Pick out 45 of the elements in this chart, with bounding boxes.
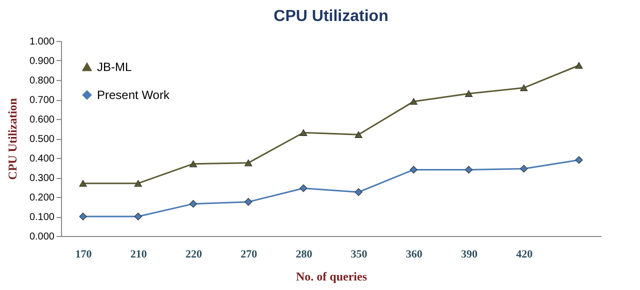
y-tick-label: 0.600 [29,114,55,126]
x-tick-label: 280 [296,248,313,260]
point [79,212,87,220]
y-tick-label: 0.200 [29,192,55,204]
x-tick-label: 390 [461,248,478,260]
y-tick-label: 0.100 [29,212,55,223]
point [464,166,473,174]
y-tick-label: 0.300 [29,173,55,184]
x-tick-label: 210 [130,248,148,260]
point [134,180,142,187]
point [189,200,198,208]
x-tick-label: 270 [240,248,258,260]
point [134,212,142,220]
y-tick-label: 0.500 [29,134,55,145]
y-tick-label: 0.900 [29,56,55,67]
y-tick-label: 0.400 [29,154,55,164]
point [410,166,418,174]
legend-label: Present Work [97,88,170,102]
x-tick-label: 170 [75,248,92,260]
y-axis-title: CPU Utilization [5,98,20,180]
chart-title: CPU Utilization [274,8,388,25]
y-tick-label: 0.800 [29,76,55,86]
x-tick-label: 220 [185,248,202,260]
point [354,188,362,196]
point [300,184,308,192]
y-tick-label: 1.000 [29,36,55,48]
x-tick-label: 360 [406,248,423,260]
point [244,160,252,166]
y-tick-label: 0.000 [29,232,55,242]
point [79,180,87,187]
point [189,160,198,168]
point [244,198,252,206]
point [410,98,418,105]
point [300,129,308,136]
x-tick-label: 350 [350,248,368,260]
point [464,90,473,98]
point [575,156,583,164]
legend-label: JB-ML [97,60,132,74]
point [575,62,583,69]
point [520,164,528,173]
point [354,131,362,138]
point [520,84,528,92]
y-tick-label: 0.700 [29,95,55,106]
x-axis-title: No. of queries [296,270,368,284]
x-tick-label: 420 [516,248,534,260]
